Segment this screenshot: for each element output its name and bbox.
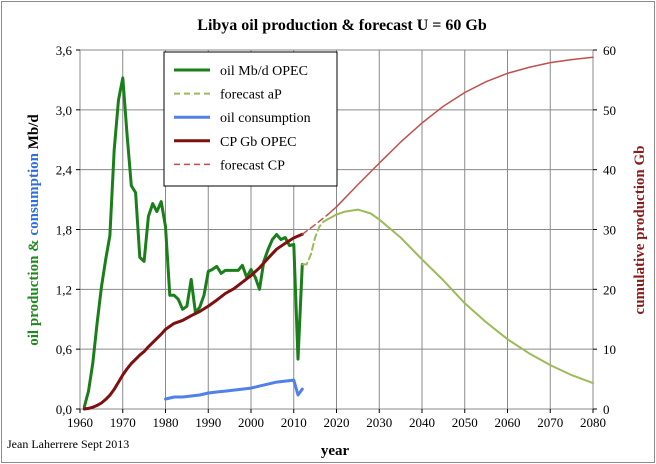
x-axis-label: year: [321, 443, 350, 459]
series-line-oil-consumption: [164, 378, 304, 401]
y-left-tick-label: 0,0: [56, 402, 72, 417]
legend: oil Mb/d OPEC forecast aP oil consumption C…: [163, 51, 338, 187]
y-axis-right-label: cumulative production Gb: [632, 146, 648, 315]
x-tick-label: 2050: [452, 415, 478, 430]
legend-label: CP Gb OPEC: [220, 135, 297, 150]
y-right-tick-label: 30: [603, 223, 616, 238]
x-tick-label: 1960: [67, 415, 93, 430]
legend-box: [163, 51, 338, 187]
y-right-tick-label: 0: [603, 402, 610, 417]
y-axis-left-label-part: Mb/d: [26, 114, 42, 153]
y-axis-left-label-part: consumption: [26, 152, 42, 235]
y-axis-left-label: oil production & consumption Mb/d: [26, 114, 42, 346]
series-line-oil-mb-d-opec: [82, 76, 304, 409]
x-tick-label: 2060: [495, 415, 521, 430]
x-tick-label: 2070: [537, 415, 563, 430]
y-left-tick-label: 3,6: [56, 43, 73, 58]
x-tick-label: 2010: [281, 415, 307, 430]
series-line-forecast-cp: [301, 213, 329, 236]
x-tick-label: 1970: [110, 415, 136, 430]
series-line-forecast-ap: [301, 220, 325, 266]
x-tick-label: 2000: [238, 415, 264, 430]
axis-ticks: 1960 1970 1980 1990 2000 2010 2020 2030 2040 2050…: [56, 43, 616, 430]
x-tick-label: 1990: [195, 415, 221, 430]
y-left-tick-label: 2,4: [56, 163, 73, 178]
x-tick-label: 2040: [409, 415, 435, 430]
y-right-tick-label: 10: [603, 342, 616, 357]
y-right-tick-label: 20: [603, 282, 616, 297]
y-left-tick-label: 1,8: [56, 223, 72, 238]
y-axis-left-label-part: oil production: [26, 255, 42, 346]
series-layer: [82, 56, 594, 411]
y-right-tick-label: 40: [603, 163, 616, 178]
y-right-tick-label: 50: [603, 103, 616, 118]
y-right-tick-label: 60: [603, 43, 616, 58]
series-line-continuation: [322, 208, 594, 385]
y-left-tick-label: 1,2: [56, 282, 72, 297]
x-tick-label: 2080: [580, 415, 606, 430]
legend-label: forecast aP: [220, 88, 282, 103]
legend-label: oil consumption: [220, 111, 311, 126]
series-line-cp-gb-opec: [82, 232, 304, 411]
series-line-continuation: [327, 56, 594, 216]
x-tick-label: 2020: [324, 415, 350, 430]
legend-label: oil Mb/d OPEC: [220, 64, 308, 79]
y-axis-left-label-part: &: [26, 236, 42, 256]
credit-text: Jean Laherrere Sept 2013: [7, 437, 129, 451]
y-left-tick-label: 3,0: [56, 103, 72, 118]
x-tick-label: 1980: [153, 415, 179, 430]
legend-label: forecast CP: [220, 158, 285, 173]
chart-title: Libya oil production & forecast U = 60 G…: [197, 17, 487, 34]
x-tick-label: 2030: [366, 415, 392, 430]
y-left-tick-label: 0,6: [56, 342, 73, 357]
